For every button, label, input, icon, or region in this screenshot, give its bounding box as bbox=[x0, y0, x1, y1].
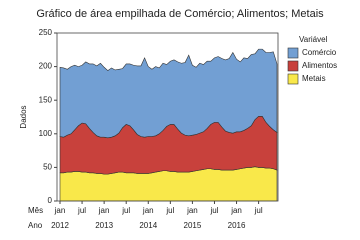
x-tick-label: jan bbox=[54, 206, 66, 215]
x-tick-label: jul bbox=[165, 206, 174, 215]
x-year-label: 2014 bbox=[139, 221, 157, 230]
legend-swatch bbox=[287, 73, 299, 85]
y-tick-label: 200 bbox=[39, 62, 53, 71]
x-tick-label: jan bbox=[230, 206, 242, 215]
x-tick-label: jan bbox=[186, 206, 198, 215]
area bbox=[59, 48, 278, 139]
legend-swatch bbox=[287, 47, 299, 59]
y-tick-label: 50 bbox=[43, 163, 52, 172]
plot-frame bbox=[56, 32, 279, 202]
x-tick-label: jul bbox=[121, 206, 130, 215]
legend-label: Alimentos bbox=[302, 61, 337, 70]
x-year-label: 2016 bbox=[228, 221, 246, 230]
y-axis-label: Dados bbox=[19, 105, 28, 128]
x-row-label: Ano bbox=[28, 221, 43, 230]
x-tick-label: jul bbox=[77, 206, 86, 215]
x-row-label: Mês bbox=[28, 206, 43, 215]
chart-title: Gráfico de área empilhada de Comércio; A… bbox=[36, 8, 324, 20]
y-tick-label: 100 bbox=[39, 129, 53, 138]
y-tick-label: 150 bbox=[39, 95, 53, 104]
legend-swatch bbox=[287, 60, 299, 72]
y-tick-label: 250 bbox=[39, 28, 53, 37]
x-tick-label: jul bbox=[209, 206, 218, 215]
x-tick-label: jan bbox=[98, 206, 110, 215]
y-tick-label: 0 bbox=[48, 196, 53, 205]
x-tick-label: jul bbox=[254, 206, 263, 215]
x-year-label: 2013 bbox=[95, 221, 113, 230]
x-year-label: 2015 bbox=[184, 221, 202, 230]
x-tick-label: jan bbox=[142, 206, 154, 215]
legend-title: Variável bbox=[299, 35, 328, 44]
legend-label: Metais bbox=[302, 74, 326, 83]
legend-label: Comércio bbox=[302, 48, 337, 57]
x-year-label: 2012 bbox=[51, 221, 69, 230]
